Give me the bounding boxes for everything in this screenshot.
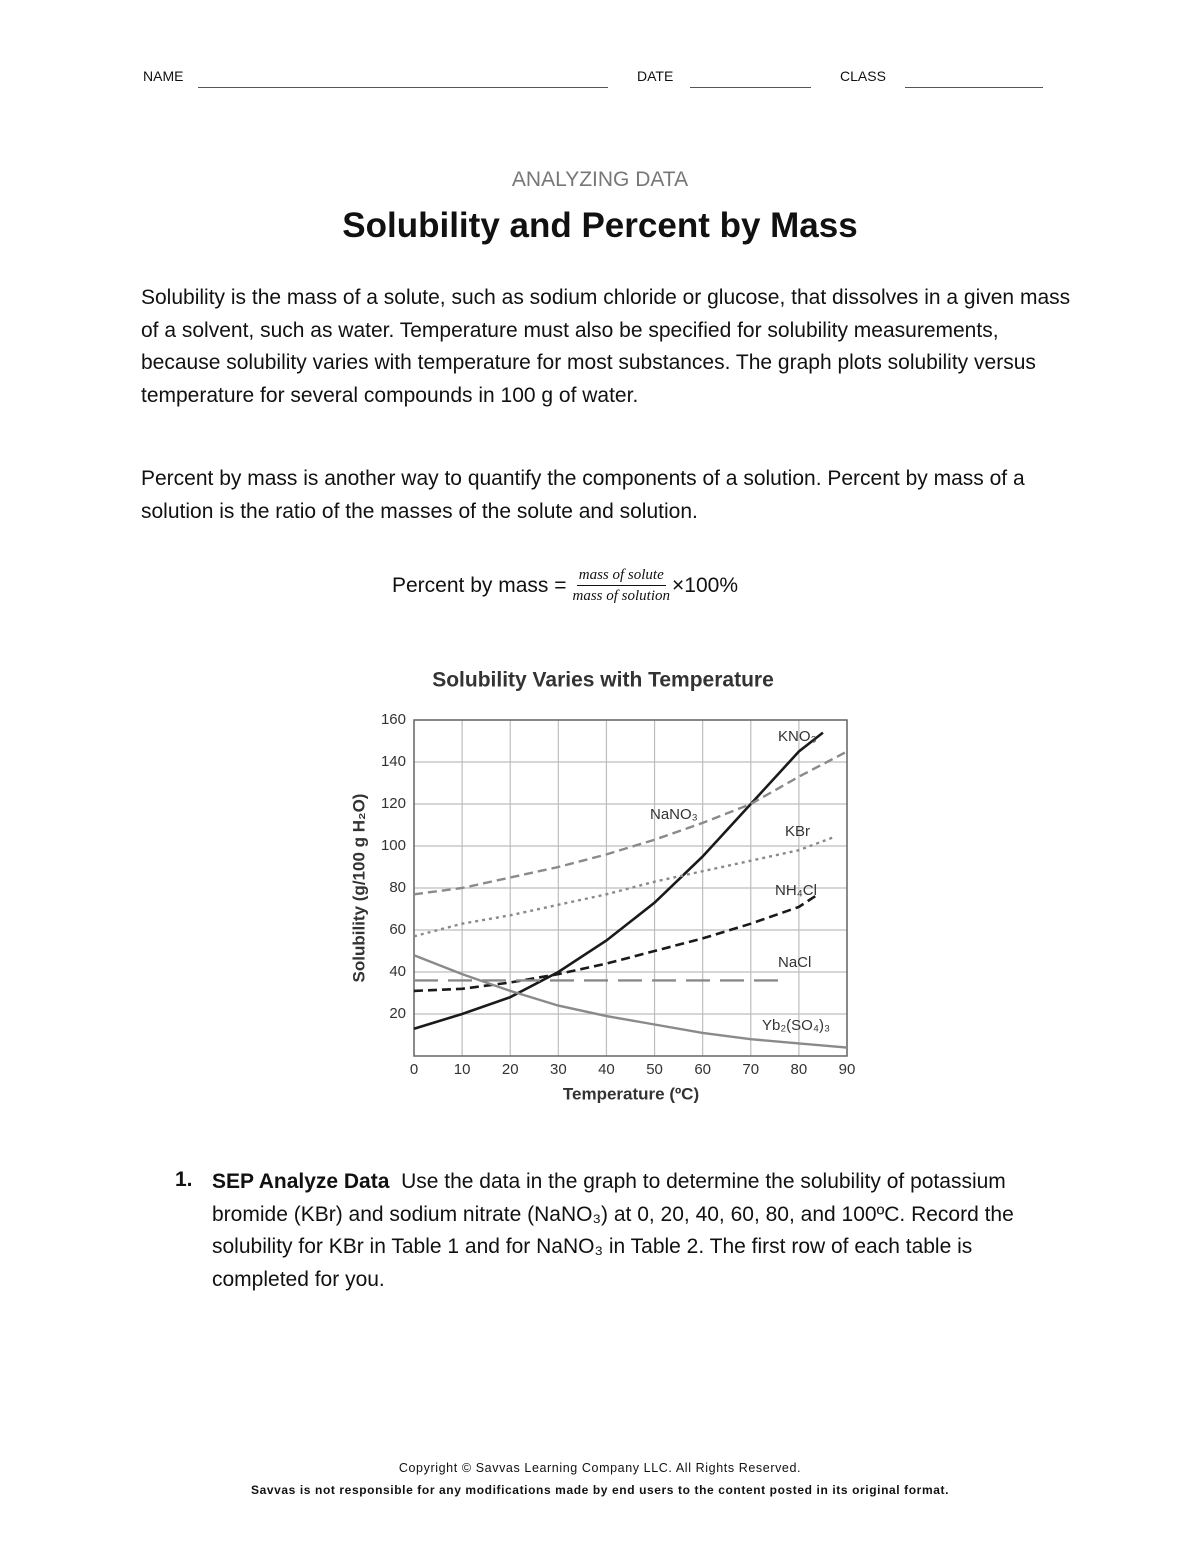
paragraph: Solubility is the mass of a solute, such…: [141, 286, 1071, 407]
chart-title: Solubility Varies with Temperature: [432, 669, 774, 692]
series-label: NH₄Cl: [775, 882, 817, 899]
x-tick-label: 40: [598, 1061, 615, 1078]
date-line: [690, 87, 811, 88]
numerator: mass of solute: [576, 565, 666, 586]
series-line: [413, 750, 848, 896]
question: SEP Analyze Data Use the data in the gra…: [212, 1166, 1062, 1296]
page-title: Solubility and Percent by Mass: [342, 206, 858, 245]
series-label: KBr: [785, 823, 810, 840]
series-label: KNO₃: [778, 728, 817, 745]
x-tick-label: 70: [742, 1061, 759, 1078]
y-tick-label: 60: [389, 921, 406, 938]
y-axis-label: Solubility (g/100 g H₂O): [349, 794, 368, 983]
y-tick-label: 120: [381, 795, 406, 812]
question-number: 1.: [175, 1168, 193, 1191]
x-tick-label: 50: [646, 1061, 663, 1078]
x-tick-label: 90: [839, 1061, 856, 1078]
denominator: mass of solution: [572, 588, 671, 604]
disclaimer: Savvas is not responsible for any modifi…: [250, 1483, 950, 1497]
kicker: ANALYZING DATA: [511, 168, 689, 191]
fraction: mass of solute mass of solution: [573, 565, 671, 606]
y-tick-label: 160: [381, 711, 406, 728]
formula-factor: ×100%: [672, 573, 738, 597]
x-tick-label: 30: [550, 1061, 567, 1078]
y-tick-label: 40: [389, 963, 406, 980]
y-tick-label: 140: [381, 753, 406, 770]
series-line: [413, 954, 848, 1049]
series-label: NaNO₃: [650, 806, 698, 823]
x-axis-label: Temperature (ºC): [563, 1084, 699, 1103]
x-tick-label: 80: [791, 1061, 808, 1078]
chart: Solubility Varies with Temperature 20 40 60…: [349, 669, 856, 1104]
x-tick-label: 20: [502, 1061, 519, 1078]
x-tick-label: 60: [694, 1061, 711, 1078]
copyright: Copyright © Savvas Learning Company LLC.…: [398, 1461, 802, 1475]
x-tick-label: 10: [454, 1061, 471, 1078]
series-line: [413, 836, 833, 938]
class-label: CLASS: [840, 68, 886, 84]
class-line: [905, 87, 1043, 88]
name-label: NAME: [143, 68, 184, 84]
y-tick-label: 20: [389, 1005, 406, 1022]
date-label: DATE: [637, 68, 674, 84]
x-tick-label: 0: [410, 1061, 418, 1078]
name-line: [198, 87, 608, 88]
question-label: SEP Analyze Data: [212, 1170, 390, 1193]
series-label: NaCl: [778, 954, 811, 971]
formula-lhs: Percent by mass =: [392, 573, 567, 597]
question-text: Use the data in the graph to determine t…: [212, 1170, 1014, 1291]
series-line: [413, 731, 824, 1030]
y-tick-label: 80: [389, 879, 406, 896]
paragraph: Percent by mass is another way to quanti…: [141, 467, 1025, 523]
series-label: Yb₂(SO₄)₃: [762, 1017, 830, 1034]
plot-frame: [413, 719, 848, 1057]
y-tick-label: 100: [381, 837, 406, 854]
series-line: [413, 893, 819, 993]
formula: Percent by mass = mass of solute mass of…: [392, 565, 738, 606]
